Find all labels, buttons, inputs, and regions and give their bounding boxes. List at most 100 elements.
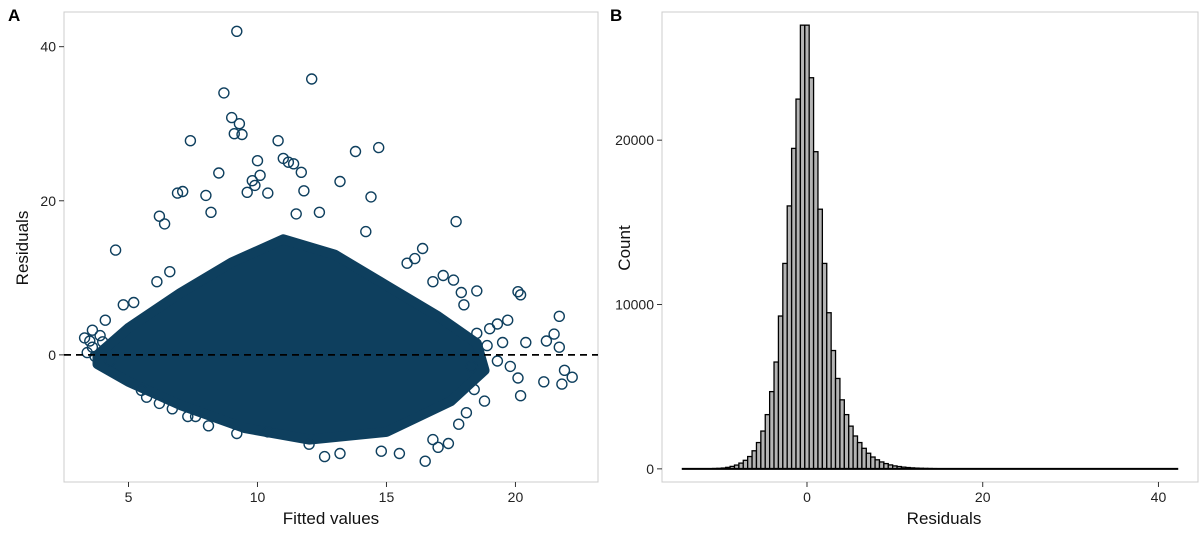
scatter-point	[318, 450, 331, 463]
scatter-point	[465, 360, 478, 373]
scatter-point	[228, 127, 241, 140]
scatter-point	[360, 225, 372, 238]
histogram-bar	[812, 151, 819, 470]
scatter-point	[153, 210, 166, 222]
histogram-bar	[808, 77, 815, 470]
scatter-point	[460, 407, 473, 419]
histogram-bar	[861, 447, 867, 470]
y-tick-label: 20000	[615, 132, 654, 148]
histogram-bar	[782, 262, 788, 470]
scatter-point	[290, 208, 302, 220]
scatter-point	[447, 274, 460, 286]
scatter-point	[455, 286, 467, 299]
scatter-point	[556, 378, 568, 390]
scatter-point	[262, 187, 274, 199]
scatter-point	[334, 447, 346, 460]
scatter-point	[176, 185, 189, 198]
scatter-point	[249, 179, 261, 192]
scatter-point	[272, 134, 284, 147]
panel-a-y-axis-title: Residuals	[13, 211, 32, 286]
scatter-point	[84, 335, 96, 347]
scatter-point	[231, 25, 243, 37]
scatter-point	[375, 445, 387, 457]
histogram-bar	[830, 349, 837, 470]
scatter-point	[468, 383, 480, 396]
scatter-point	[450, 215, 462, 228]
panel-b-y-axis-title: Count	[615, 225, 634, 271]
scatter-point	[373, 141, 385, 154]
histogram-bar	[795, 98, 802, 470]
panel-b-x-axis-title: Residuals	[907, 509, 982, 528]
scatter-point	[135, 384, 148, 396]
y-tick-label: 40	[40, 39, 56, 55]
scatter-point	[241, 186, 253, 199]
histogram-bar	[826, 312, 832, 470]
histogram-bar	[764, 413, 771, 470]
scatter-point	[205, 206, 217, 219]
scatter-point	[166, 403, 179, 415]
scatter-point	[109, 244, 122, 256]
scatter-point	[94, 329, 106, 342]
scatter-point	[282, 156, 295, 168]
x-tick-label: 15	[379, 489, 395, 505]
scatter-point	[213, 167, 225, 179]
scatter-point	[164, 266, 176, 278]
panel-b-label: B	[610, 6, 622, 25]
scatter-point	[236, 128, 248, 141]
scatter-point	[349, 145, 362, 158]
scatter-point	[295, 166, 307, 179]
scatter-point	[496, 336, 509, 349]
scatter-point	[218, 87, 230, 99]
scatter-point	[96, 336, 109, 348]
scatter-point	[491, 355, 504, 367]
scatter-point	[538, 376, 550, 388]
histogram-bar	[834, 377, 841, 470]
scatter-point	[427, 276, 439, 288]
scatter-point	[471, 327, 483, 339]
scatter-point	[427, 433, 439, 446]
scatter-point	[99, 314, 112, 326]
scatter-point	[153, 397, 166, 410]
scatter-point	[298, 185, 310, 197]
histogram-bar	[870, 456, 876, 470]
y-tick-label: 20	[40, 193, 56, 209]
scatter-point	[548, 328, 560, 340]
panel-a-label: A	[8, 6, 20, 25]
scatter-point	[365, 191, 377, 203]
x-tick-label: 5	[125, 489, 133, 505]
histogram-bar	[839, 399, 845, 470]
histogram-bar	[878, 461, 885, 470]
scatter-point	[416, 242, 429, 255]
scatter-point	[512, 372, 524, 384]
scatter-point	[458, 299, 470, 311]
scatter-point	[251, 154, 264, 167]
scatter-point	[393, 447, 406, 460]
histogram-bar	[865, 452, 872, 470]
scatter-point	[306, 73, 318, 85]
histogram-bar	[874, 459, 881, 470]
panel-a-residuals-vs-fitted: A Fitted values Residuals 5 10 15 20 0 20 40	[8, 6, 599, 528]
scatter-point	[182, 410, 194, 423]
histogram-bar	[821, 262, 828, 470]
scatter-point	[566, 371, 578, 383]
x-tick-label: 20	[508, 489, 524, 505]
y-tick-label: 0	[646, 461, 654, 477]
scatter-point	[484, 323, 496, 335]
histogram-bar	[856, 441, 863, 470]
y-tick-label: 0	[48, 347, 56, 363]
scatter-point	[117, 299, 130, 311]
scatter-point	[104, 355, 117, 367]
histogram-bar	[843, 413, 850, 470]
x-tick-label: 10	[250, 489, 266, 505]
panel-b-frame	[661, 11, 1199, 483]
scatter-point	[184, 134, 197, 147]
scatter-point	[432, 441, 444, 453]
scatter-point	[171, 187, 184, 199]
x-tick-label: 40	[1151, 489, 1167, 505]
scatter-point	[200, 189, 212, 202]
scatter-point	[502, 314, 514, 326]
scatter-point	[514, 289, 527, 301]
scatter-point	[287, 158, 300, 170]
histogram-bar	[817, 208, 824, 470]
